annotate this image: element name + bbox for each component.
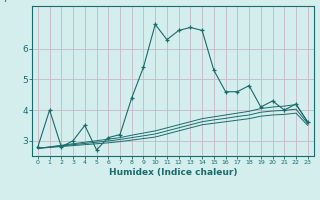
Text: 7: 7 <box>2 0 8 4</box>
X-axis label: Humidex (Indice chaleur): Humidex (Indice chaleur) <box>108 168 237 177</box>
